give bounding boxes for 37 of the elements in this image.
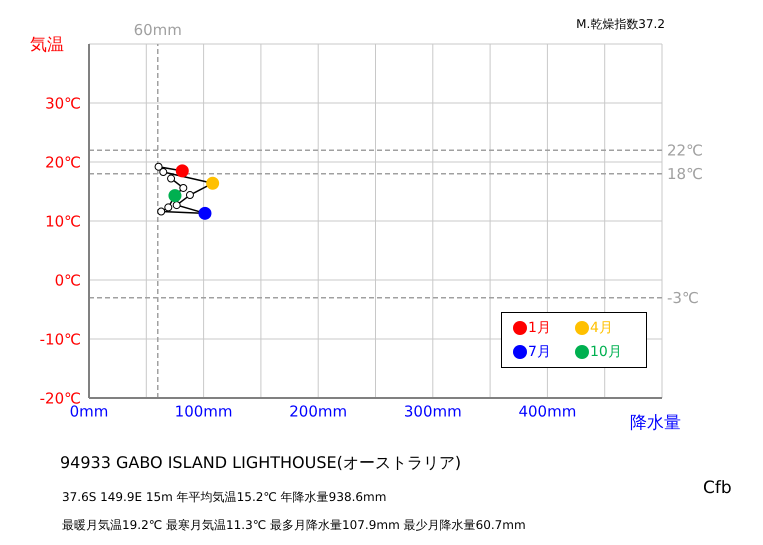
y-tick-label: 0℃ (54, 271, 81, 290)
x-tick-label: 0mm (70, 402, 108, 421)
point (186, 191, 194, 200)
legend-label: 7月 (528, 343, 551, 361)
text: 37.6S 149.9E 15m 年平均気温15.2℃ 年降水量938.6mm (62, 489, 386, 506)
point (157, 208, 166, 216)
legend-label: 10月 (590, 343, 622, 361)
ref-line-label: -3℃ (667, 289, 699, 308)
text: Cfb (703, 478, 732, 498)
point (159, 168, 168, 176)
point (164, 203, 172, 212)
ref-line-label: 22℃ (667, 142, 703, 160)
x-axis-title: 降水量 (630, 412, 681, 434)
y-tick-label: 20℃ (45, 153, 81, 172)
point (154, 162, 163, 171)
point (206, 176, 220, 190)
point (176, 164, 189, 178)
x-tick-label: 200mm (289, 402, 348, 421)
x-tick-label: 100mm (174, 402, 233, 421)
ref-line-label: 60mm (134, 21, 182, 39)
point (167, 174, 176, 183)
point (168, 189, 182, 202)
point (179, 184, 188, 192)
legend-label: 1月 (528, 319, 551, 337)
x-tick-label: 300mm (404, 402, 462, 421)
legend-label: 4月 (590, 319, 613, 337)
ref-line-label: 18℃ (667, 165, 703, 184)
y-tick-label: 10℃ (45, 212, 81, 230)
text: M.乾燥指数37.2 (576, 16, 665, 33)
y-tick-label: 30℃ (45, 94, 81, 112)
point (198, 206, 212, 220)
text: 最暖月気温19.2℃ 最寒月気温11.3℃ 最多月降水量107.9mm 最少月降水量60.7mm (62, 517, 526, 534)
point (172, 201, 181, 210)
y-axis-title: 気温 (30, 34, 64, 56)
y-tick-label: -10℃ (40, 330, 81, 348)
text: 94933 GABO ISLAND LIGHTHOUSE(オーストラリア) (60, 453, 462, 474)
x-tick-label: 400mm (518, 402, 576, 421)
